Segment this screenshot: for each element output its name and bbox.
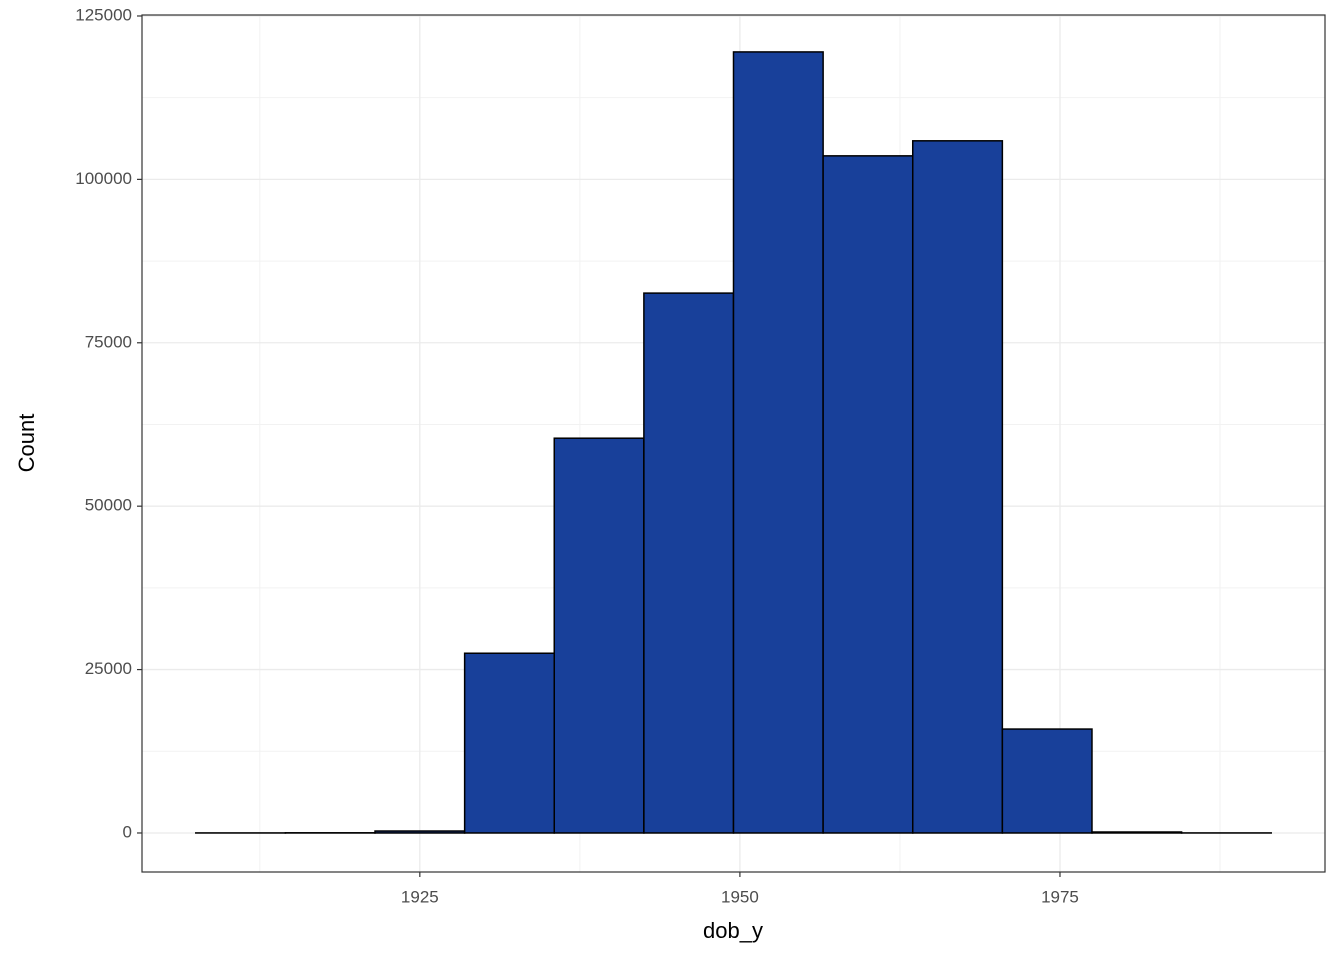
y-axis-title: Count	[14, 414, 39, 473]
bar	[911, 140, 1004, 834]
bar	[374, 830, 466, 834]
bar	[1001, 728, 1093, 834]
y-tick-label: 0	[123, 822, 132, 841]
y-tick-label: 50000	[85, 496, 132, 515]
y-tick-label: 75000	[85, 332, 132, 351]
x-tick-label: 1950	[721, 887, 759, 906]
y-tick-label: 25000	[85, 659, 132, 678]
bar	[1091, 831, 1183, 834]
bar	[463, 652, 556, 834]
bar	[553, 437, 645, 834]
bar	[732, 51, 824, 834]
axes: 0 25000 50000 75000 100000 125000 1925 1950 1975	[75, 5, 1079, 906]
bar	[822, 155, 914, 834]
y-tick-label: 100000	[75, 169, 132, 188]
bars	[195, 51, 1272, 834]
x-tick-label: 1925	[401, 887, 439, 906]
bar	[643, 292, 735, 834]
x-tick-label: 1975	[1041, 887, 1079, 906]
x-axis-title: dob_y	[703, 918, 763, 943]
panel-border	[141, 14, 1326, 873]
y-tick-label: 125000	[75, 5, 132, 24]
